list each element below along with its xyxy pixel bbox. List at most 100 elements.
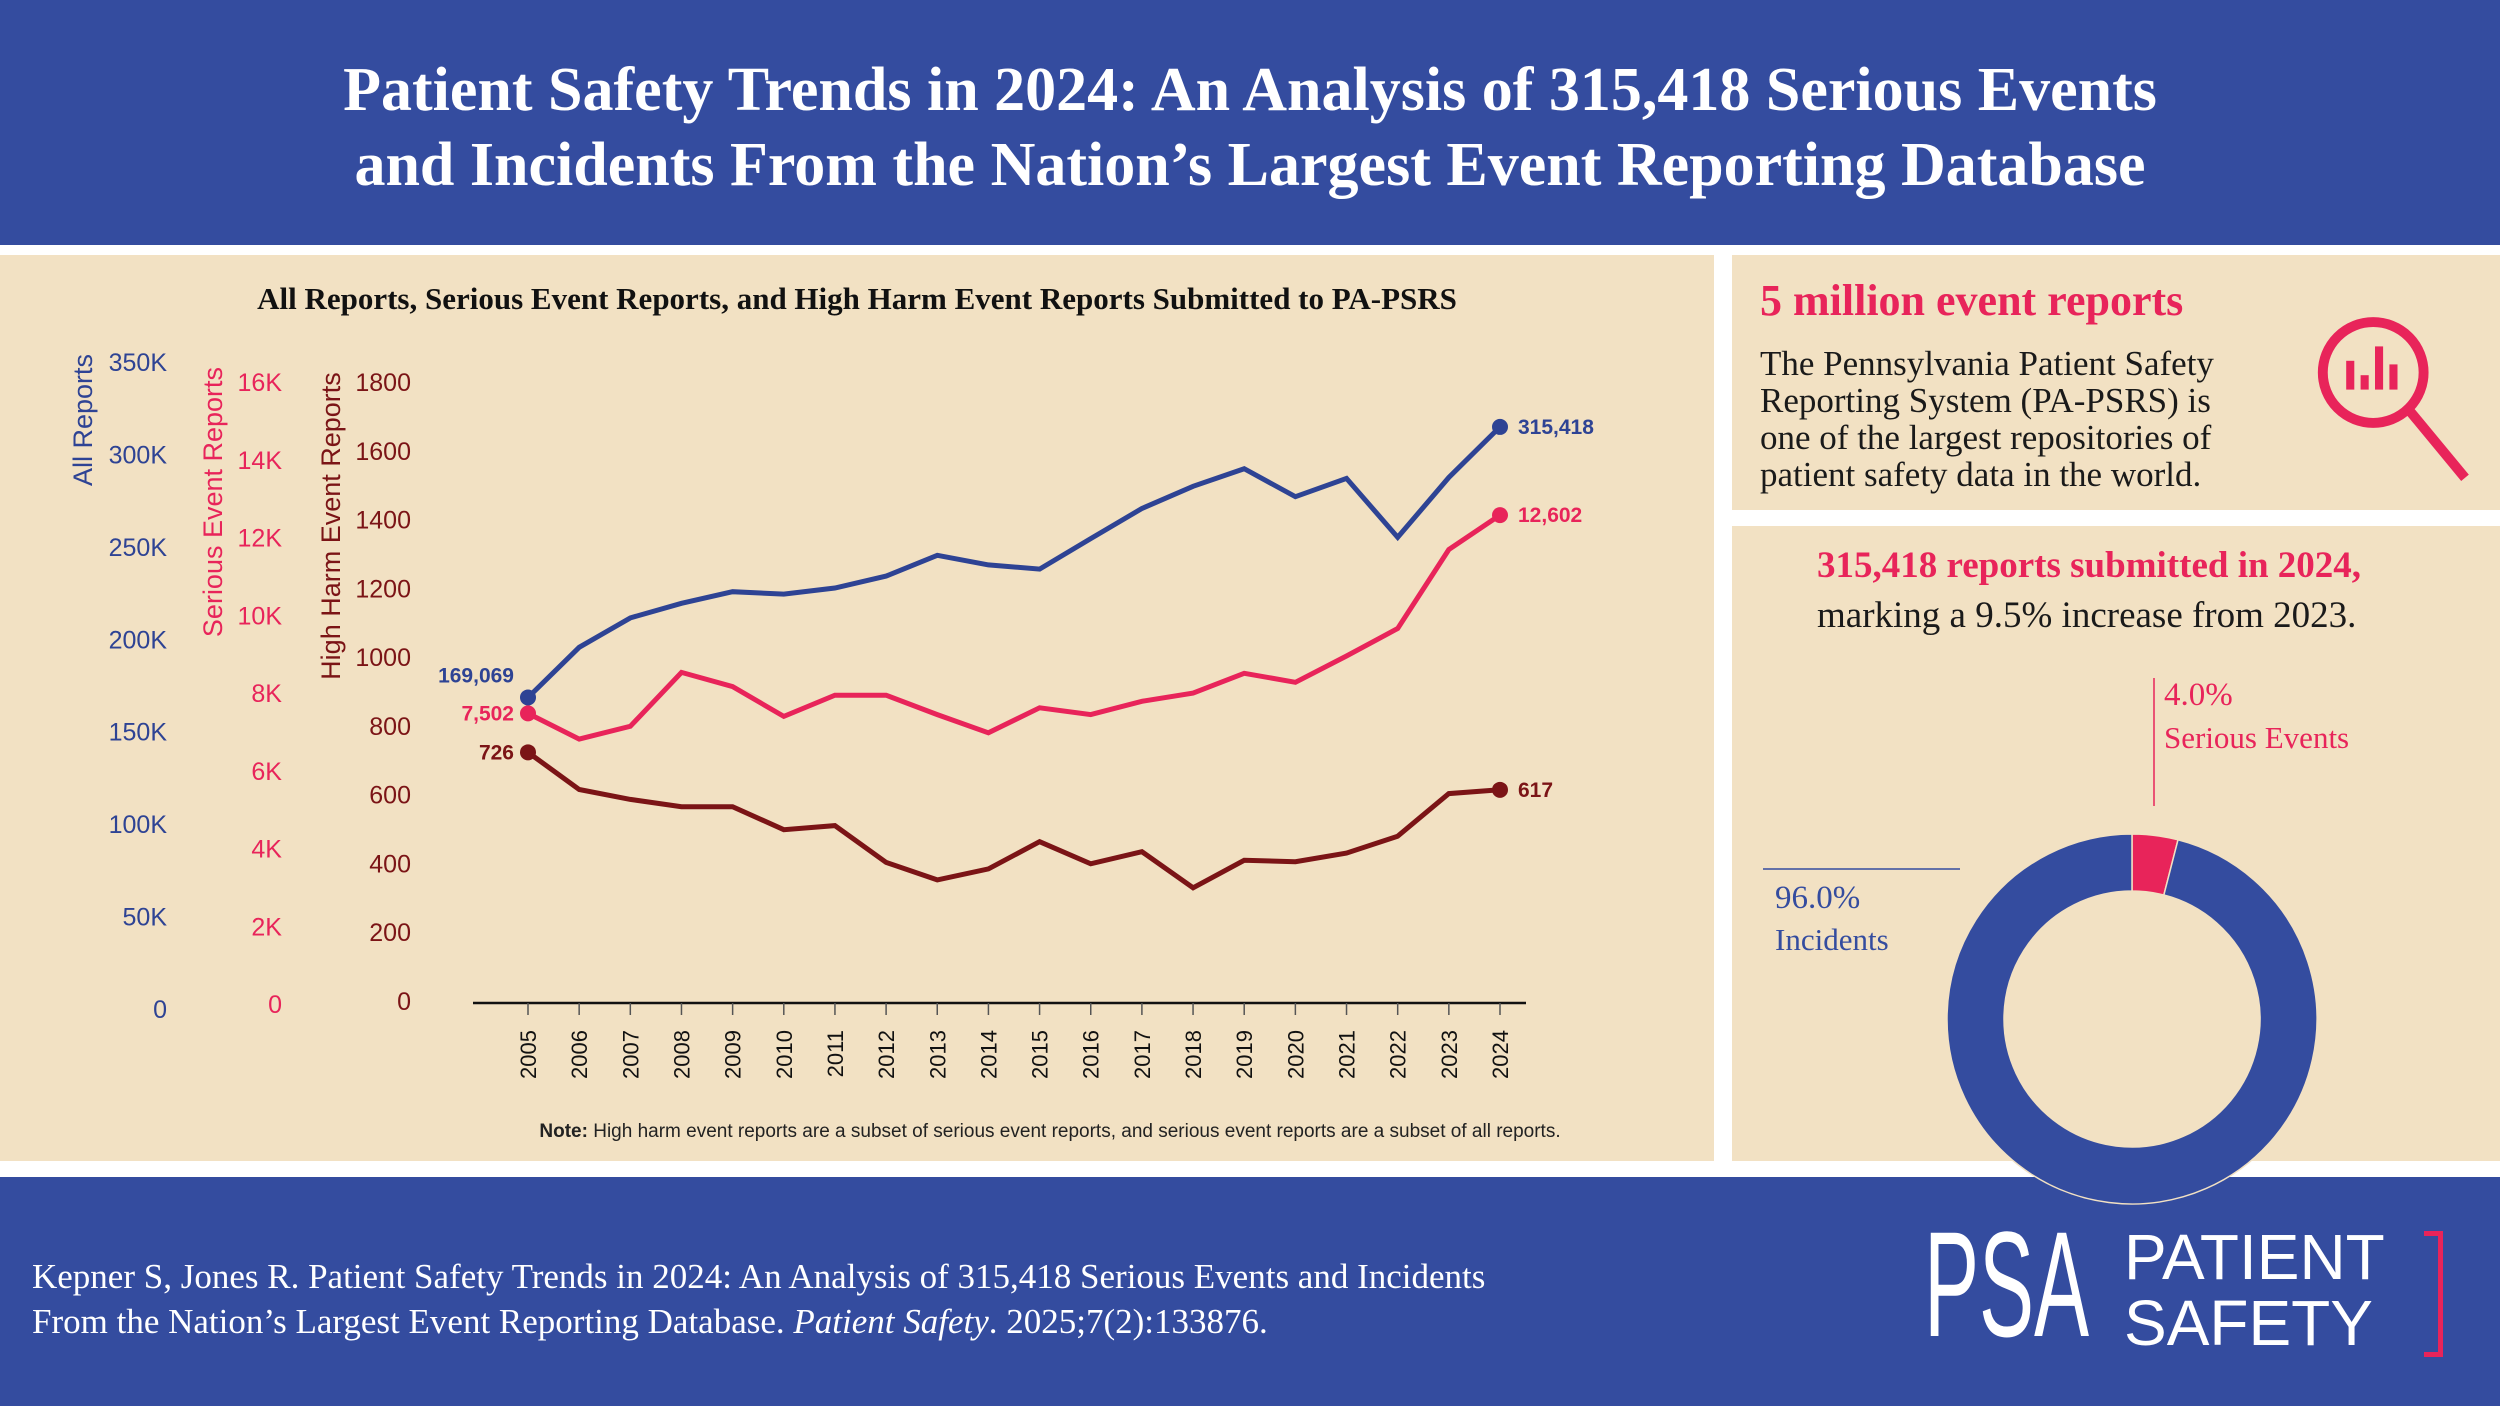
x-tick-label: 2024 xyxy=(1488,1030,1513,1079)
y-tick-label: 4K xyxy=(251,836,282,864)
y-tick-label: 8K xyxy=(251,680,282,708)
page-title-line-1: Patient Safety Trends in 2024: An Analys… xyxy=(343,56,2157,124)
series-endpoint-marker xyxy=(1492,781,1508,798)
y-tick-label: 0 xyxy=(397,988,411,1016)
y-tick-label: 0 xyxy=(153,996,167,1024)
x-tick-label: 2005 xyxy=(516,1030,541,1079)
x-tick-label: 2023 xyxy=(1437,1030,1462,1079)
series-endpoint-marker xyxy=(1492,507,1508,524)
y-tick-label: 14K xyxy=(238,447,283,475)
x-tick-label: 2020 xyxy=(1283,1030,1308,1079)
page-title-line-2: and Incidents From the Nation’s Largest … xyxy=(354,131,2146,199)
logo-bracket xyxy=(2424,1231,2443,1357)
y-tick-label: 1200 xyxy=(355,575,411,603)
logo-line-1: PATIENT xyxy=(2124,1221,2385,1293)
logo-mark: PSA xyxy=(1924,1200,2090,1368)
start-value-label: 726 xyxy=(479,741,514,764)
citation-details: . 2025;7(2):133876. xyxy=(988,1302,1268,1341)
serious-events-label: Serious Events xyxy=(2164,720,2349,755)
description-line: Reporting System (PA-PSRS) is xyxy=(1760,381,2211,420)
psa-patient-safety-logo: PSA PATIENT SAFETY xyxy=(1924,1200,2444,1368)
series-line xyxy=(526,513,1502,742)
y-tick-label: 200 xyxy=(369,919,411,947)
citation-line-2: From the Nation’s Largest Event Reportin… xyxy=(32,1302,1268,1342)
x-tick-label: 2006 xyxy=(567,1030,592,1079)
x-tick-label: 2014 xyxy=(976,1030,1001,1079)
journal-name: Patient Safety xyxy=(793,1302,989,1341)
x-tick-label: 2022 xyxy=(1386,1030,1411,1079)
y-tick-label: 1400 xyxy=(355,507,411,535)
database-size-panel: 5 million event reports The Pennsylvania… xyxy=(1732,255,2500,510)
y-tick-label: 350K xyxy=(109,349,168,377)
reports-submitted-heading: 315,418 reports submitted in 2024, xyxy=(1817,545,2362,586)
x-tick-label: 2011 xyxy=(823,1030,848,1077)
y-tick-label: 1800 xyxy=(355,369,411,397)
footer-banner: Kepner S, Jones R. Patient Safety Trends… xyxy=(0,1177,2500,1406)
magnifier-chart-icon xyxy=(2317,317,2469,481)
start-value-label: 7,502 xyxy=(461,702,514,725)
chart-note: Note: High harm event reports are a subs… xyxy=(0,1121,2100,1143)
y-tick-label: 200K xyxy=(109,626,168,654)
x-tick-label: 2007 xyxy=(618,1030,643,1079)
y-tick-label: 12K xyxy=(238,525,283,553)
x-tick-label: 2013 xyxy=(925,1030,950,1079)
database-description: The Pennsylvania Patient Safety Reportin… xyxy=(1760,345,2214,493)
x-tick-label: 2009 xyxy=(721,1030,746,1079)
citation-text: From the Nation’s Largest Event Reportin… xyxy=(32,1302,794,1341)
series-endpoint-marker xyxy=(1492,418,1508,435)
y-tick-label: 400 xyxy=(369,850,411,878)
description-line: one of the largest repositories of xyxy=(1760,418,2212,457)
series-endpoint-marker xyxy=(520,705,536,722)
citation-line-1: Kepner S, Jones R. Patient Safety Trends… xyxy=(32,1257,1486,1296)
y-tick-label: 100K xyxy=(109,811,168,839)
series-endpoint-marker xyxy=(520,689,536,706)
x-tick-label: 2008 xyxy=(669,1030,694,1079)
incidents-percent: 96.0% xyxy=(1775,880,1860,916)
serious-events-percent: 4.0% xyxy=(2164,677,2233,713)
series-endpoint-marker xyxy=(520,744,536,761)
end-value-label: 12,602 xyxy=(1518,504,1582,527)
y-tick-label: 6K xyxy=(251,758,282,786)
x-tick-label: 2016 xyxy=(1079,1030,1104,1079)
y-tick-label: 2K xyxy=(251,913,282,941)
end-value-label: 617 xyxy=(1518,779,1553,802)
y-tick-label: 1600 xyxy=(355,438,411,466)
report-increase-panel: 315,418 reports submitted in 2024, marki… xyxy=(1732,526,2500,1161)
incidents-label: Incidents xyxy=(1775,922,1889,957)
y-tick-label: 1000 xyxy=(355,644,411,672)
note-label: Note: xyxy=(539,1121,588,1142)
logo-line-2: SAFETY xyxy=(2124,1287,2373,1359)
y-tick-label: 50K xyxy=(123,904,168,932)
database-size-heading: 5 million event reports xyxy=(1760,276,2184,325)
y-tick-label: 150K xyxy=(109,719,168,747)
x-tick-label: 2017 xyxy=(1130,1030,1155,1079)
y-tick-label: 16K xyxy=(238,369,283,397)
x-tick-label: 2019 xyxy=(1232,1030,1257,1079)
x-tick-label: 2012 xyxy=(874,1030,899,1079)
donut-segment-incidents xyxy=(1946,833,2318,1205)
chart-title: All Reports, Serious Event Reports, and … xyxy=(257,281,1457,316)
start-value-label: 169,069 xyxy=(438,664,514,687)
y-axis-title: All Reports xyxy=(68,354,98,486)
y-tick-label: 600 xyxy=(369,782,411,810)
y-tick-label: 300K xyxy=(109,441,168,469)
x-tick-label: 2015 xyxy=(1028,1030,1053,1079)
x-tick-label: 2021 xyxy=(1335,1030,1360,1079)
header-banner: Patient Safety Trends in 2024: An Analys… xyxy=(0,0,2500,245)
y-tick-label: 10K xyxy=(238,602,283,630)
y-axis-title: High Harm Event Reports xyxy=(316,372,346,680)
increase-subheading: marking a 9.5% increase from 2023. xyxy=(1817,595,2357,636)
chart-panel: All Reports, Serious Event Reports, and … xyxy=(0,255,1714,1161)
y-tick-label: 0 xyxy=(268,991,282,1019)
x-tick-label: 2010 xyxy=(772,1030,797,1079)
description-line: The Pennsylvania Patient Safety xyxy=(1760,344,2214,383)
end-value-label: 315,418 xyxy=(1518,416,1594,439)
y-axis-title: Serious Event Reports xyxy=(198,367,228,637)
series-line xyxy=(526,425,1502,700)
note-text: High harm event reports are a subset of … xyxy=(587,1121,1561,1142)
y-tick-label: 250K xyxy=(109,534,168,562)
series-line xyxy=(526,750,1501,891)
x-tick-label: 2018 xyxy=(1181,1030,1206,1079)
y-tick-label: 800 xyxy=(369,713,411,741)
